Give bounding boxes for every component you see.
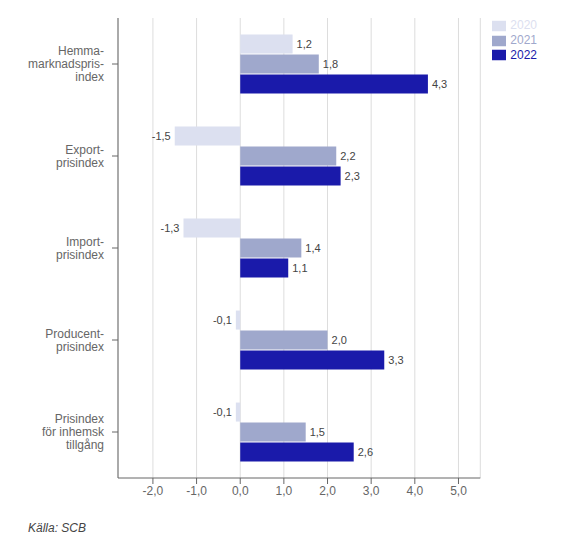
html-text:2020: 2020 [510, 18, 537, 32]
svg-text:Producent-prisindex: Producent-prisindex [45, 327, 104, 354]
svg-text:1,4: 1,4 [305, 242, 320, 254]
html-text:2021: 2021 [510, 32, 537, 47]
svg-text:-0,1: -0,1 [213, 314, 232, 326]
svg-text:Export-prisindex: Export-prisindex [56, 143, 104, 170]
svg-text:-2,0: -2,0 [143, 484, 164, 498]
html-text:2022: 2022 [510, 47, 537, 62]
svg-text:1,2: 1,2 [297, 38, 312, 50]
svg-text:-1,3: -1,3 [161, 222, 180, 234]
svg-text:Prisindexför inhemsktillgång: Prisindexför inhemsktillgång [42, 412, 105, 452]
svg-text:Import-prisindex: Import-prisindex [56, 235, 104, 262]
svg-text:-0,1: -0,1 [213, 406, 232, 418]
svg-text:4,3: 4,3 [432, 78, 447, 90]
svg-text:-1,0: -1,0 [186, 484, 207, 498]
svg-text:1,5: 1,5 [310, 426, 325, 438]
svg-text:4,0: 4,0 [406, 484, 423, 498]
svg-text:5,0: 5,0 [450, 484, 467, 498]
svg-text:0,0: 0,0 [232, 484, 249, 498]
svg-text:-1,5: -1,5 [152, 130, 171, 142]
svg-text:3,3: 3,3 [388, 354, 403, 366]
svg-text:Hemma-marknadspris-index: Hemma-marknadspris-index [28, 44, 104, 84]
svg-text:2,0: 2,0 [319, 484, 336, 498]
svg-text:2,6: 2,6 [358, 446, 373, 458]
svg-text:2,3: 2,3 [345, 170, 360, 182]
svg-text:1,0: 1,0 [276, 484, 293, 498]
svg-text:1,1: 1,1 [292, 262, 307, 274]
svg-text:2,0: 2,0 [332, 334, 347, 346]
svg-text:3,0: 3,0 [363, 484, 380, 498]
svg-text:2,2: 2,2 [340, 150, 355, 162]
html-text:Källa: SCB: Källa: SCB [28, 521, 86, 535]
svg-text:1,8: 1,8 [323, 58, 338, 70]
